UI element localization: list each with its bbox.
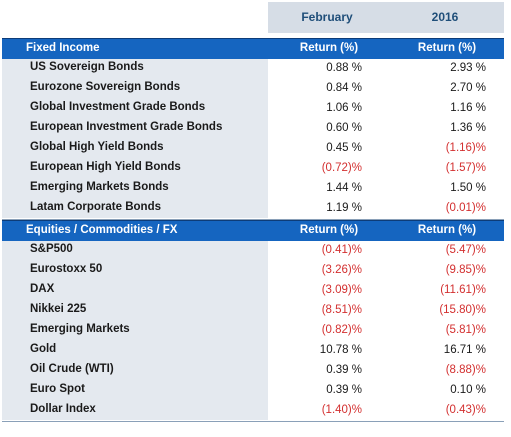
return-2016: 1.50 % [450, 182, 486, 194]
section-bottom-border [2, 421, 504, 422]
table-row: Emerging Markets (0.82)% (5.81)% [2, 321, 504, 341]
return-2016: 2.93 % [450, 62, 486, 74]
row-label: US Sovereign Bonds [30, 61, 144, 73]
return-february: 0.39 % [326, 384, 362, 396]
table-row: DAX (3.09)% (11.61)% [2, 281, 504, 301]
row-label: Eurostoxx 50 [30, 263, 103, 275]
table-row: Global High Yield Bonds 0.45 % (1.16)% [2, 139, 504, 159]
column-header-return: Return (%) [299, 224, 359, 236]
label-column-bg [2, 59, 268, 218]
return-2016: (5.47)% [445, 244, 486, 256]
row-label: Latam Corporate Bonds [30, 201, 161, 213]
row-label: Emerging Markets Bonds [30, 181, 169, 193]
return-february: (0.41)% [321, 244, 362, 256]
return-february: (0.72)% [321, 162, 362, 174]
column-header-return: Return (%) [417, 42, 477, 54]
row-label: DAX [30, 283, 55, 295]
table-row: Gold 10.78 % 16.71 % [2, 341, 504, 361]
return-2016: 16.71 % [443, 344, 486, 356]
return-2016: (1.16)% [445, 142, 486, 154]
label-column-bg [2, 241, 268, 420]
row-label: European Investment Grade Bonds [30, 121, 223, 133]
return-february: (3.26)% [321, 264, 362, 276]
table-row: European High Yield Bonds (0.72)% (1.57)% [2, 159, 504, 179]
return-february: 1.44 % [326, 182, 362, 194]
row-label: Oil Crude (WTI) [30, 363, 114, 375]
return-february: 0.45 % [326, 142, 362, 154]
return-2016: (15.80)% [439, 304, 486, 316]
table-row: Nikkei 225 (8.51)% (15.80)% [2, 301, 504, 321]
table-row: Emerging Markets Bonds 1.44 % 1.50 % [2, 179, 504, 199]
return-2016: (0.43)% [445, 404, 486, 416]
row-label: Emerging Markets [30, 323, 130, 335]
table-row: Global Investment Grade Bonds 1.06 % 1.16 … [2, 99, 504, 119]
section-header: Equities / Commodities / FX Return (%) Ret… [2, 220, 504, 241]
return-2016: (11.61)% [440, 284, 486, 296]
return-february: 0.39 % [326, 364, 362, 376]
return-2016: 2.70 % [450, 82, 486, 94]
table-row: Dollar Index (1.40)% (0.43)% [2, 401, 504, 421]
return-february: (3.09)% [321, 284, 362, 296]
table-row: Oil Crude (WTI) 0.39 % (8.88)% [2, 361, 504, 381]
table-row: Eurostoxx 50 (3.26)% (9.85)% [2, 261, 504, 281]
return-2016: 1.36 % [450, 122, 486, 134]
return-february: 1.06 % [326, 102, 362, 114]
period-header: February 2016 [268, 2, 504, 33]
column-header-return: Return (%) [417, 224, 477, 236]
return-february: 0.88 % [326, 62, 362, 74]
section-title: Fixed Income [26, 42, 100, 54]
row-label: Global High Yield Bonds [30, 141, 164, 153]
return-february: 0.84 % [326, 82, 362, 94]
table-row: Euro Spot 0.39 % 0.10 % [2, 381, 504, 401]
table-row: Latam Corporate Bonds 1.19 % (0.01)% [2, 199, 504, 219]
table-row: Eurozone Sovereign Bonds 0.84 % 2.70 % [2, 79, 504, 99]
return-february: (8.51)% [321, 304, 362, 316]
row-label: Eurozone Sovereign Bonds [30, 81, 181, 93]
table-row: S&P500 (0.41)% (5.47)% [2, 241, 504, 261]
section-bottom-border [2, 219, 504, 220]
row-label: Gold [30, 343, 57, 355]
table-row: European Investment Grade Bonds 0.60 % 1.3… [2, 119, 504, 139]
return-february: 1.19 % [326, 202, 362, 214]
row-label: Nikkei 225 [30, 303, 87, 315]
table-row: US Sovereign Bonds 0.88 % 2.93 % [2, 59, 504, 79]
return-2016: (0.01)% [445, 202, 486, 214]
row-label: Euro Spot [30, 383, 85, 395]
column-header-return: Return (%) [299, 42, 359, 54]
period-2016: 2016 [431, 10, 459, 24]
return-2016: (5.81)% [445, 324, 486, 336]
return-february: 0.60 % [326, 122, 362, 134]
return-february: 10.78 % [319, 344, 362, 356]
row-label: European High Yield Bonds [30, 161, 181, 173]
return-2016: 0.10 % [450, 384, 486, 396]
return-2016: 1.16 % [450, 102, 486, 114]
row-label: Dollar Index [30, 403, 96, 415]
return-february: (0.82)% [321, 324, 362, 336]
row-label: Global Investment Grade Bonds [30, 101, 206, 113]
section-header: Fixed Income Return (%) Return (%) [2, 38, 504, 59]
row-label: S&P500 [30, 243, 73, 255]
return-2016: (9.85)% [445, 264, 486, 276]
return-2016: (1.57)% [445, 162, 486, 174]
return-2016: (8.88)% [445, 364, 486, 376]
return-february: (1.40)% [321, 404, 362, 416]
section-title: Equities / Commodities / FX [26, 224, 178, 236]
period-february: February [301, 10, 353, 24]
